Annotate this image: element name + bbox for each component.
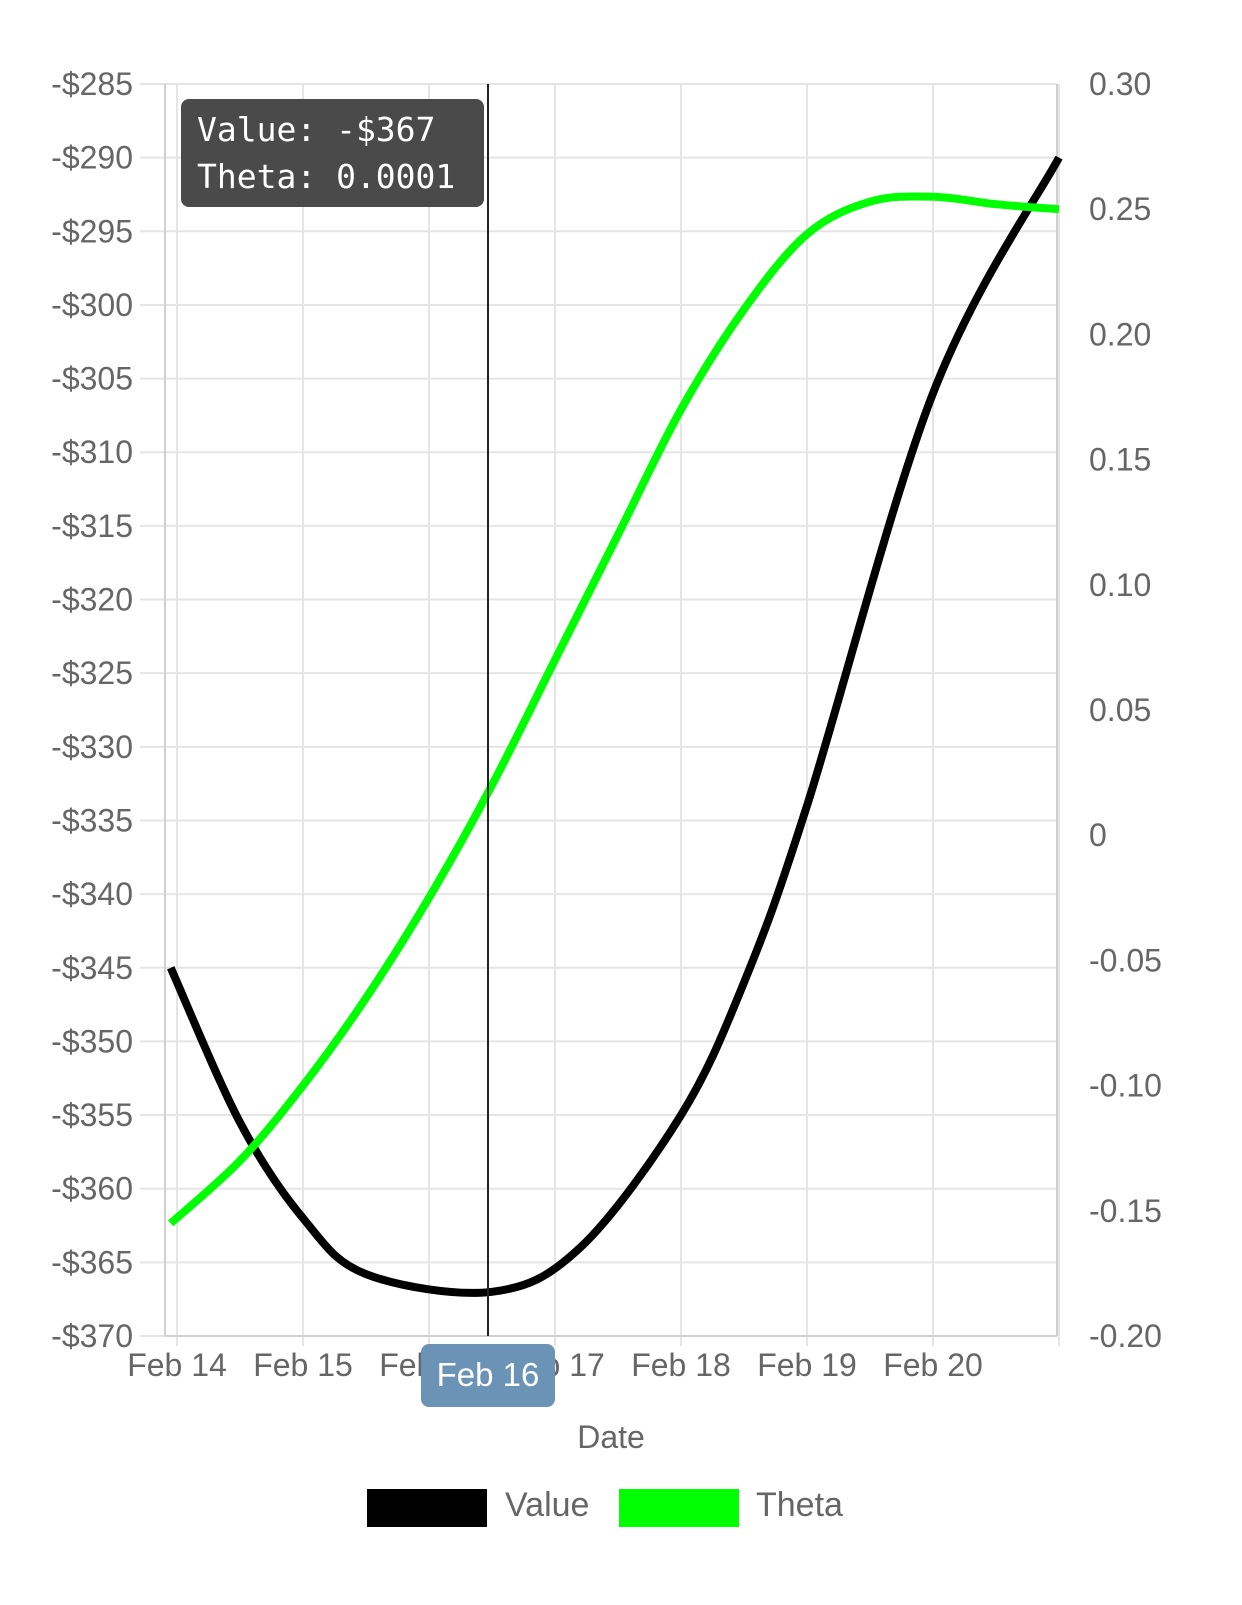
y-left-tick-label: -$295 bbox=[51, 213, 133, 249]
y-left-tick-label: -$355 bbox=[51, 1097, 133, 1133]
y-right-tick-label: 0.05 bbox=[1089, 692, 1151, 728]
y-left-tick-label: -$350 bbox=[51, 1023, 133, 1059]
y-left-tick-label: -$300 bbox=[51, 287, 133, 323]
y-right-tick-label: 0 bbox=[1089, 817, 1107, 853]
y-left-tick-label: -$340 bbox=[51, 876, 133, 912]
y-left-tick-label: -$325 bbox=[51, 655, 133, 691]
y-left-tick-label: -$360 bbox=[51, 1171, 133, 1207]
series-lines bbox=[167, 155, 1063, 1297]
y-left-tick-label: -$330 bbox=[51, 729, 133, 765]
x-tick-label: Feb 18 bbox=[631, 1347, 731, 1383]
y-left-tick-label: -$345 bbox=[51, 950, 133, 986]
y-right-tick-label: -0.20 bbox=[1089, 1318, 1162, 1354]
x-tick-label: Feb 14 bbox=[127, 1347, 227, 1383]
y-right-tick-label: 0.30 bbox=[1089, 66, 1151, 102]
legend[interactable]: Value Theta bbox=[367, 1486, 843, 1527]
y-left-tick-label: -$290 bbox=[51, 140, 133, 176]
y-right-tick-label: 0.20 bbox=[1089, 316, 1151, 352]
y-right-tick-label: -0.10 bbox=[1089, 1068, 1162, 1104]
y-left-tick-label: -$315 bbox=[51, 508, 133, 544]
tooltip-line: Value: -$367 bbox=[197, 110, 435, 149]
crosshair-label: Feb 16 bbox=[437, 1356, 540, 1393]
series-line-value bbox=[167, 155, 1063, 1297]
y-left-tick-label: -$310 bbox=[51, 434, 133, 470]
y-right-tick-label: -0.05 bbox=[1089, 942, 1162, 978]
grid-lines bbox=[140, 83, 1060, 1346]
y-left-tick-label: -$320 bbox=[51, 582, 133, 618]
tooltip-box bbox=[181, 99, 484, 207]
crosshair-label-box bbox=[421, 1344, 555, 1407]
y-left-tick-label: -$305 bbox=[51, 361, 133, 397]
y-right-tick-label: -0.15 bbox=[1089, 1193, 1162, 1229]
tooltip: Value: -$367 Theta: 0.0001 bbox=[181, 99, 484, 207]
legend-swatch-value[interactable] bbox=[367, 1489, 487, 1527]
x-axis-title: Date bbox=[577, 1419, 645, 1455]
legend-label-theta[interactable]: Theta bbox=[756, 1486, 843, 1524]
y-right-tick-label: 0.10 bbox=[1089, 567, 1151, 603]
y-left-tick-label: -$335 bbox=[51, 802, 133, 838]
y-right-tick-label: 0.25 bbox=[1089, 191, 1151, 227]
crosshair: Feb 16 bbox=[421, 84, 555, 1407]
x-tick-label: Feb 15 bbox=[253, 1347, 353, 1383]
legend-label-value[interactable]: Value bbox=[505, 1486, 589, 1524]
tooltip-line: Theta: 0.0001 bbox=[197, 157, 455, 196]
y-left-tick-label: -$370 bbox=[51, 1318, 133, 1354]
y-axis-right: 0.30 0.25 0.20 0.15 0.10 0.05 0 -0.05 -0.10 -0.15… bbox=[1089, 66, 1162, 1354]
series-line-theta bbox=[168, 192, 1060, 1227]
x-tick-label: Feb 20 bbox=[883, 1347, 983, 1383]
y-axis-left: -$285 -$290 -$295 -$300 -$305 -$310 -$315 -$320… bbox=[51, 66, 133, 1354]
legend-swatch-theta[interactable] bbox=[619, 1489, 739, 1527]
y-left-tick-label: -$365 bbox=[51, 1244, 133, 1280]
y-left-tick-label: -$285 bbox=[51, 66, 133, 102]
y-right-tick-label: 0.15 bbox=[1089, 442, 1151, 478]
x-tick-label: Feb 19 bbox=[757, 1347, 857, 1383]
